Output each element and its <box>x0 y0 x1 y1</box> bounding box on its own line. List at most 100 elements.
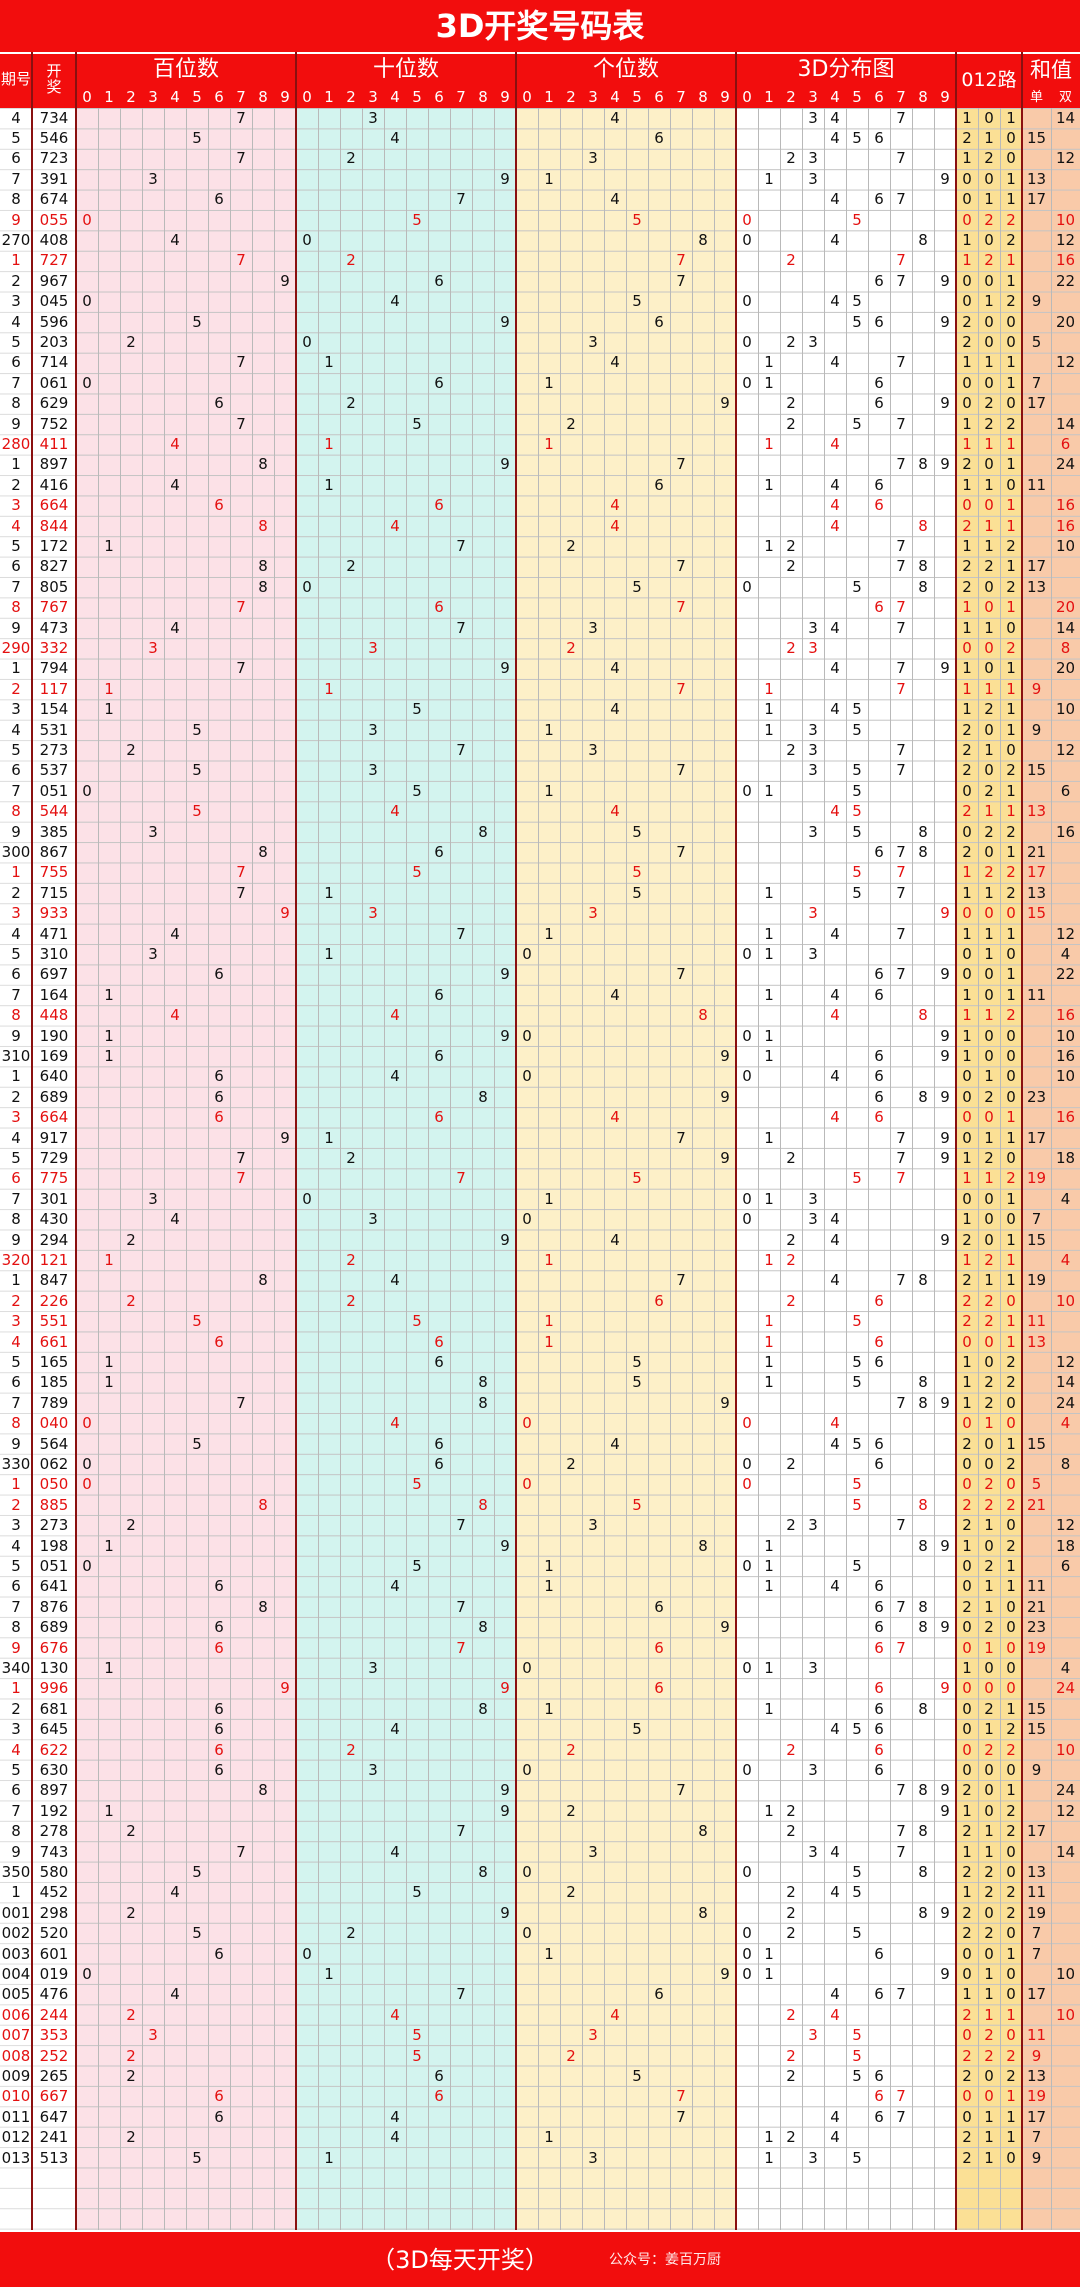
distribution-digit: 3 <box>808 1189 818 1208</box>
distribution-digit: 3 <box>808 169 818 188</box>
position-digit: 8 <box>478 1087 488 1106</box>
distribution-digit: 6 <box>874 1944 884 1963</box>
sum-value: 6 <box>1060 781 1071 800</box>
position-digit: 5 <box>412 414 422 433</box>
sum-value: 15 <box>1026 1699 1047 1718</box>
sum-value: 20 <box>1055 598 1076 617</box>
road-digit: 0 <box>1006 1393 1016 1412</box>
road-digit: 0 <box>984 720 994 739</box>
position-digit: 1 <box>104 1373 114 1392</box>
issue: 9 <box>11 210 21 229</box>
road-digit: 1 <box>984 1414 994 1433</box>
road-digit: 2 <box>962 312 972 331</box>
position-digit: 2 <box>346 1924 356 1943</box>
sum-value: 24 <box>1055 455 1076 474</box>
distribution-digit: 4 <box>830 1883 840 1902</box>
distribution-digit: 6 <box>874 1679 884 1698</box>
distribution-digit: 0 <box>742 210 752 229</box>
sum-value: 13 <box>1026 1332 1047 1351</box>
draw-number: 697 <box>39 965 69 984</box>
issue: 3 <box>11 1312 21 1331</box>
road-digit: 1 <box>984 802 994 821</box>
sum-value: 24 <box>1055 1679 1076 1698</box>
road-digit: 0 <box>1006 1597 1016 1616</box>
road-digit: 1 <box>962 149 972 168</box>
position-digit: 1 <box>104 1047 114 1066</box>
issue: 7 <box>11 1393 21 1412</box>
issue: 9 <box>11 1230 21 1249</box>
road-digit: 1 <box>1006 965 1016 984</box>
sum-value: 21 <box>1026 1597 1047 1616</box>
sum-value: 13 <box>1026 1863 1047 1882</box>
draw-number: 165 <box>39 1353 69 1372</box>
position-digit: 5 <box>192 1924 202 1943</box>
sum-value: 16 <box>1055 1006 1076 1025</box>
road-digit: 0 <box>1006 2026 1016 2045</box>
draw-number: 645 <box>39 1720 69 1739</box>
sum-value: 17 <box>1026 190 1047 209</box>
position-digit: 2 <box>126 2067 136 2086</box>
distribution-digit: 7 <box>896 108 906 127</box>
draw-number: 805 <box>39 577 69 596</box>
position-digit: 3 <box>588 333 598 352</box>
road-digit: 0 <box>962 945 972 964</box>
position-digit: 7 <box>456 618 466 637</box>
road-digit: 0 <box>984 577 994 596</box>
road-digit: 0 <box>1006 1047 1016 1066</box>
distribution-digit: 8 <box>918 1597 928 1616</box>
distribution-digit: 3 <box>808 1842 818 1861</box>
road-digit: 0 <box>1006 904 1016 923</box>
issue: 8 <box>11 394 21 413</box>
issue: 3 <box>11 904 21 923</box>
distribution-digit: 5 <box>852 1863 862 1882</box>
position-digit: 0 <box>82 1414 92 1433</box>
issue: 9 <box>11 618 21 637</box>
distribution-digit: 6 <box>874 965 884 984</box>
distribution-digit: 6 <box>874 1740 884 1759</box>
issue: 4 <box>11 1128 21 1147</box>
header-bar <box>0 52 1080 108</box>
position-digit: 7 <box>236 883 246 902</box>
position-digit: 6 <box>214 1618 224 1637</box>
distribution-digit: 8 <box>918 577 928 596</box>
road-digit: 2 <box>1006 231 1016 250</box>
road-digit: 2 <box>1006 577 1016 596</box>
road-digit: 2 <box>962 1271 972 1290</box>
digit-label: 5 <box>192 87 202 106</box>
draw-header: 开奖 <box>46 62 62 96</box>
distribution-digit: 1 <box>764 1699 774 1718</box>
road-digit: 2 <box>1006 1495 1016 1514</box>
position-digit: 6 <box>434 985 444 1004</box>
road-digit: 2 <box>1006 2046 1016 2065</box>
sum-value: 13 <box>1026 802 1047 821</box>
road-digit: 0 <box>984 1679 994 1698</box>
road-digit: 1 <box>1006 1312 1016 1331</box>
position-digit: 3 <box>588 2148 598 2167</box>
position-digit: 0 <box>522 1659 532 1678</box>
road-digit: 1 <box>962 1801 972 1820</box>
sum-value: 14 <box>1055 1373 1076 1392</box>
position-digit: 4 <box>610 2005 620 2024</box>
issue: 6 <box>11 761 21 780</box>
road-digit: 2 <box>962 129 972 148</box>
distribution-digit: 4 <box>830 435 840 454</box>
issue: 7 <box>11 373 21 392</box>
draw-number: 601 <box>39 1944 69 1963</box>
draw-number: 040 <box>39 1414 69 1433</box>
road-digit: 2 <box>962 1903 972 1922</box>
position-digit: 5 <box>632 822 642 841</box>
digit-label: 6 <box>434 87 444 106</box>
road-digit: 2 <box>984 1475 994 1494</box>
issue: 5 <box>11 1353 21 1372</box>
draw-number: 667 <box>39 2087 69 2106</box>
position-digit: 6 <box>654 1638 664 1657</box>
position-digit: 7 <box>236 1393 246 1412</box>
sum-value: 9 <box>1031 292 1042 311</box>
road-digit: 2 <box>1006 883 1016 902</box>
position-digit: 8 <box>258 577 268 596</box>
position-digit: 3 <box>368 720 378 739</box>
distribution-digit: 9 <box>940 1536 950 1555</box>
draw-number: 301 <box>39 1189 69 1208</box>
road-digit: 1 <box>1006 2087 1016 2106</box>
road-digit: 2 <box>962 2067 972 2086</box>
